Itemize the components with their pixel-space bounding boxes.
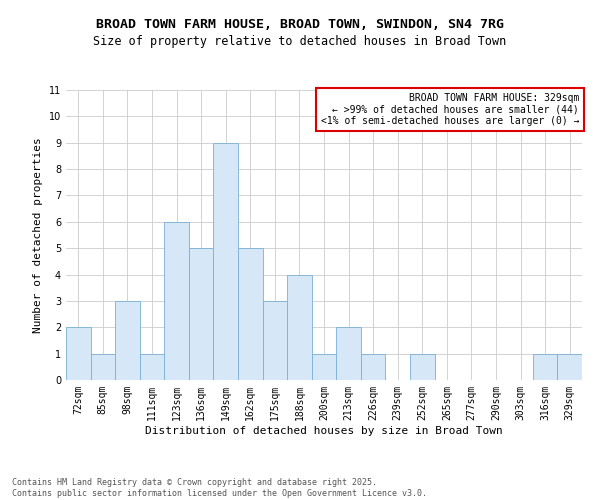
Bar (557, 354, 582, 380)
Y-axis label: Number of detached properties: Number of detached properties (34, 137, 43, 333)
X-axis label: Distribution of detached houses by size in Broad Town: Distribution of detached houses by size … (145, 426, 503, 436)
Text: Contains HM Land Registry data © Crown copyright and database right 2025.
Contai: Contains HM Land Registry data © Crown c… (12, 478, 427, 498)
Bar (410, 354, 434, 380)
Bar (287, 274, 312, 380)
Bar (336, 328, 361, 380)
Text: Size of property relative to detached houses in Broad Town: Size of property relative to detached ho… (94, 35, 506, 48)
Bar (312, 354, 336, 380)
Bar (214, 142, 238, 380)
Bar (189, 248, 214, 380)
Bar (361, 354, 385, 380)
Bar (164, 222, 189, 380)
Bar (91, 354, 115, 380)
Text: BROAD TOWN FARM HOUSE, BROAD TOWN, SWINDON, SN4 7RG: BROAD TOWN FARM HOUSE, BROAD TOWN, SWIND… (96, 18, 504, 30)
Bar (533, 354, 557, 380)
Bar (140, 354, 164, 380)
Bar (115, 301, 140, 380)
Bar (66, 328, 91, 380)
Text: BROAD TOWN FARM HOUSE: 329sqm
← >99% of detached houses are smaller (44)
<1% of : BROAD TOWN FARM HOUSE: 329sqm ← >99% of … (321, 93, 579, 126)
Bar (263, 301, 287, 380)
Bar (238, 248, 263, 380)
